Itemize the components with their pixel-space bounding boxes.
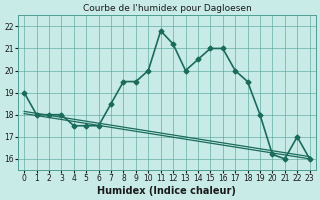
X-axis label: Humidex (Indice chaleur): Humidex (Indice chaleur) [98, 186, 236, 196]
Title: Courbe de l'humidex pour Dagloesen: Courbe de l'humidex pour Dagloesen [83, 4, 251, 13]
